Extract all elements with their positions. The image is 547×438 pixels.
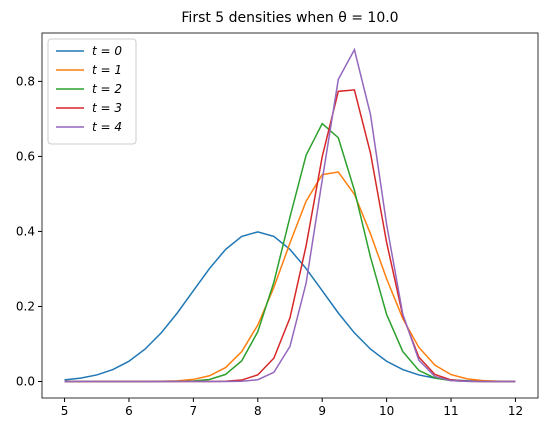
x-tick-label: 5 bbox=[61, 404, 69, 418]
x-tick-label: 9 bbox=[318, 404, 326, 418]
legend-label: t = 4 bbox=[92, 120, 122, 134]
legend-box bbox=[47, 38, 137, 145]
y-tick-label: 0.4 bbox=[16, 224, 35, 238]
x-tick-label: 12 bbox=[508, 404, 523, 418]
x-tick-label: 7 bbox=[190, 404, 198, 418]
legend-label: t = 0 bbox=[92, 44, 122, 58]
y-tick-label: 0.2 bbox=[16, 299, 35, 313]
y-tick-label: 0.6 bbox=[16, 149, 35, 163]
line-series bbox=[64, 171, 516, 383]
chart-title: First 5 densities when θ = 10.0 bbox=[181, 10, 398, 26]
plot-frame bbox=[41, 32, 539, 399]
y-tick-label: 0.8 bbox=[16, 74, 35, 88]
x-tick-label: 8 bbox=[254, 404, 262, 418]
x-tick-label: 6 bbox=[125, 404, 133, 418]
legend-label: t = 1 bbox=[92, 63, 122, 77]
x-tick-label: 11 bbox=[443, 404, 458, 418]
line-series bbox=[64, 122, 516, 383]
line-series bbox=[64, 47, 516, 383]
legend-label: t = 3 bbox=[92, 101, 122, 115]
x-tick-label: 10 bbox=[379, 404, 394, 418]
y-tick-label: 0.0 bbox=[16, 374, 35, 388]
line-series bbox=[64, 231, 516, 383]
legend-label: t = 2 bbox=[92, 82, 122, 96]
